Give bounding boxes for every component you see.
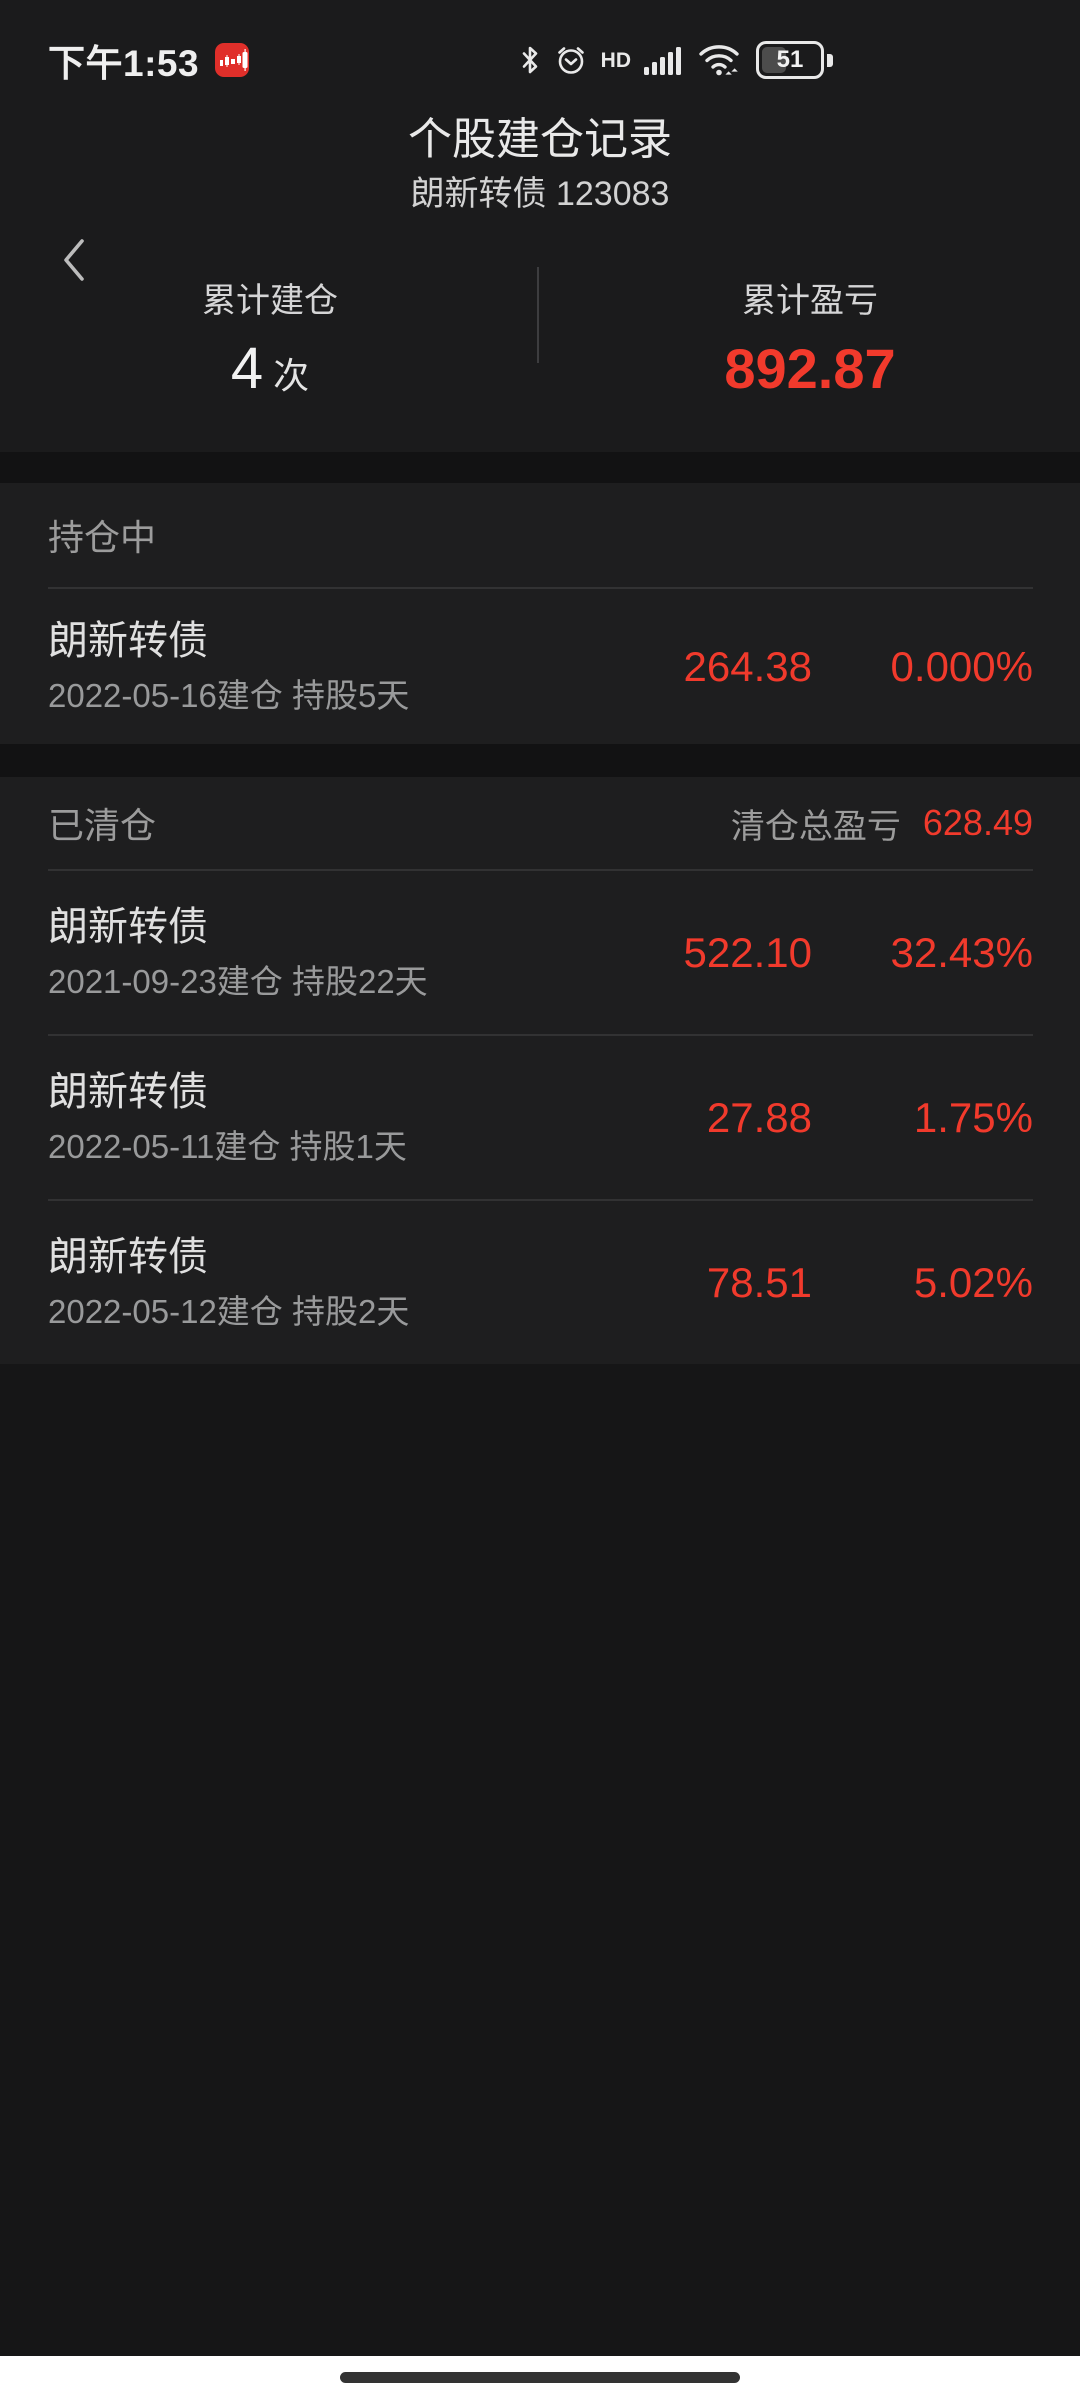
holding-row-pct: 0.000% (890, 642, 1033, 690)
battery-fill (762, 47, 786, 73)
divider (48, 1199, 1033, 1201)
status-left: 下午1:53 (48, 33, 250, 87)
cleared-row-value: 78.51 (706, 1258, 812, 1306)
battery-cap (827, 53, 833, 67)
cleared-row-name: 朗新转债 (48, 904, 208, 949)
summary-build-count: 累计建仓 4 次 (0, 280, 540, 402)
cleared-total-value: 628.49 (922, 802, 1033, 843)
holding-section-title: 持仓中 (48, 517, 157, 558)
page-header: 个股建仓记录 朗新转债 123083 (0, 100, 1080, 281)
signal-icon (644, 43, 684, 77)
holding-row-info: 2022-05-16建仓 持股5天 (48, 676, 410, 714)
section-gap (0, 744, 1080, 777)
holding-row-value: 264.38 (683, 642, 812, 690)
page-subtitle: 朗新转债 123083 (410, 175, 670, 213)
summary-build-unit: 次 (273, 355, 310, 396)
cleared-row[interactable]: 朗新转债 2021-09-23建仓 持股22天 522.10 32.43% (0, 871, 1080, 1034)
cleared-row-name: 朗新转债 (48, 1234, 208, 1279)
summary-stats: 累计建仓 4 次 累计盈亏 892.87 (0, 250, 1080, 452)
summary-build-label: 累计建仓 (202, 282, 338, 320)
cleared-total: 清仓总盈亏 628.49 (731, 799, 1033, 848)
summary-pnl-label: 累计盈亏 (742, 282, 878, 320)
summary-pnl: 累计盈亏 892.87 (540, 280, 1080, 402)
cleared-row-info: 2022-05-12建仓 持股2天 (48, 1292, 410, 1330)
summary-pnl-value: 892.87 (724, 337, 896, 400)
divider (48, 587, 1033, 589)
hd-badge: HD (600, 48, 631, 72)
divider (48, 869, 1033, 871)
cleared-row-value: 27.88 (706, 1093, 812, 1141)
holding-section-header: 持仓中 (0, 483, 1080, 587)
page-title: 个股建仓记录 (408, 115, 672, 164)
battery-level: 51 (776, 46, 804, 73)
back-button[interactable] (56, 236, 96, 284)
status-right: HD (519, 41, 833, 79)
status-time: 下午1:53 (48, 43, 200, 84)
holding-row[interactable]: 朗新转债 2022-05-16建仓 持股5天 264.38 0.000% (0, 589, 1080, 744)
cleared-section: 已清仓 清仓总盈亏 628.49 朗新转债 2021-09-23建仓 持股22天… (0, 777, 1080, 1364)
cleared-row-pct: 32.43% (890, 928, 1033, 976)
cleared-section-title: 已清仓 (48, 805, 157, 846)
home-indicator[interactable] (340, 2372, 740, 2383)
bluetooth-icon (519, 44, 541, 76)
cleared-row-info: 2021-09-23建仓 持股22天 (48, 962, 428, 1000)
cleared-row-pct: 5.02% (913, 1258, 1033, 1306)
cleared-row-info: 2022-05-11建仓 持股1天 (48, 1127, 407, 1165)
cleared-total-label: 清仓总盈亏 (730, 807, 901, 846)
cleared-row[interactable]: 朗新转债 2022-05-11建仓 持股1天 27.88 1.75% (0, 1036, 1080, 1199)
top-block: 下午1:53 (0, 0, 1080, 452)
summary-divider (537, 267, 539, 363)
status-bar: 下午1:53 (0, 0, 1080, 100)
app-candlestick-icon (215, 43, 250, 77)
holding-section: 持仓中 朗新转债 2022-05-16建仓 持股5天 264.38 0.000% (0, 483, 1080, 744)
cleared-row-value: 522.10 (683, 928, 812, 976)
divider (48, 1034, 1033, 1036)
summary-build-value: 4 (230, 336, 264, 401)
cleared-section-header: 已清仓 清仓总盈亏 628.49 (0, 777, 1080, 869)
wifi-icon (697, 42, 743, 78)
alarm-icon (554, 43, 588, 77)
cleared-row-name: 朗新转债 (48, 1069, 208, 1114)
gesture-strip (0, 2356, 1080, 2400)
cleared-row[interactable]: 朗新转债 2022-05-12建仓 持股2天 78.51 5.02% (0, 1201, 1080, 1364)
cleared-row-pct: 1.75% (913, 1093, 1033, 1141)
holding-row-name: 朗新转债 (48, 618, 208, 663)
battery-icon: 51 (756, 41, 833, 79)
section-gap (0, 452, 1080, 483)
chevron-left-icon (64, 239, 84, 281)
